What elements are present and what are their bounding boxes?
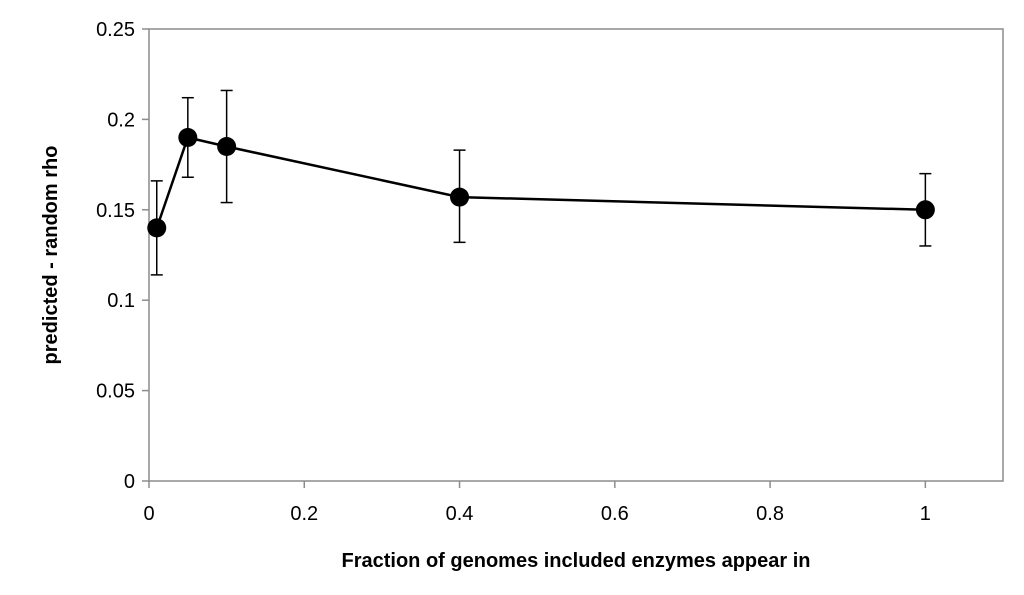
data-point	[178, 127, 198, 147]
data-point	[915, 200, 935, 220]
data-point	[450, 187, 470, 207]
error-bars	[150, 89, 932, 276]
series-lines	[155, 136, 926, 229]
y-tick-label: 0.1	[107, 290, 135, 312]
y-tick-label: 0.05	[96, 381, 135, 403]
x-tick-label: 0	[143, 503, 154, 525]
y-axis-title: predicted - random rho	[40, 146, 62, 365]
x-axis-title: Fraction of genomes included enzymes app…	[342, 550, 811, 572]
series-line	[155, 136, 926, 229]
x-tick-label: 0.6	[601, 503, 629, 525]
y-tick-label: 0.15	[96, 200, 135, 222]
plot-area	[148, 28, 1004, 482]
y-tick-label: 0	[124, 471, 135, 493]
y-tick-label: 0.25	[96, 19, 135, 41]
x-tick-label: 1	[920, 503, 931, 525]
x-tick-label: 0.8	[756, 503, 784, 525]
x-tick-label: 0.2	[290, 503, 318, 525]
x-tick-label: 0.4	[446, 503, 474, 525]
axes: 0 0.05 0.1 0.15 0.2 0.25 0 0.2 0.4 0.6 0.8 1	[96, 19, 931, 525]
y-tick-label: 0.2	[107, 109, 135, 131]
data-point	[217, 137, 237, 157]
series-markers	[147, 127, 935, 238]
data-point	[147, 218, 167, 238]
